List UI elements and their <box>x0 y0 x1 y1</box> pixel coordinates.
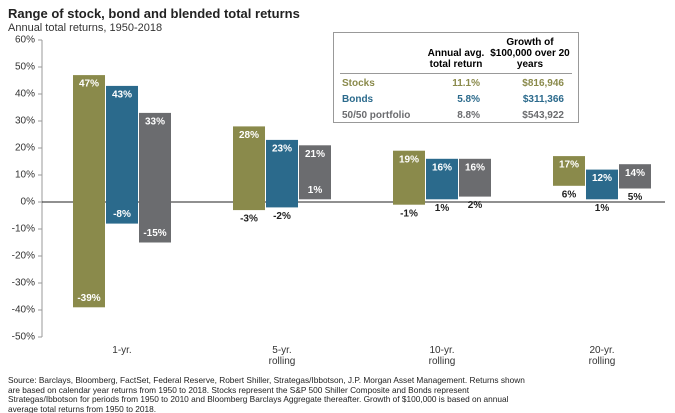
y-tick-label: -10% <box>12 224 35 235</box>
value-label: 47% <box>79 79 99 90</box>
value-label: 1% <box>595 203 610 214</box>
table-body: Stocks 11.1% $816,946 Bonds 5.8% $311,366 50/5… <box>340 74 572 123</box>
value-label: -8% <box>113 209 131 220</box>
header-cell: Annual avg. total return <box>424 37 488 74</box>
value-label: 16% <box>465 162 485 173</box>
bar <box>139 112 171 243</box>
y-tick-label: -40% <box>12 305 35 316</box>
bar <box>299 145 331 200</box>
table-cell: $311,366 <box>522 94 564 105</box>
value-label: 14% <box>625 168 645 179</box>
value-label: 21% <box>305 149 325 160</box>
bar <box>459 158 491 197</box>
bar <box>73 75 105 308</box>
y-tick-label: 30% <box>15 116 35 127</box>
value-label: 12% <box>592 173 612 184</box>
y-tick-label: -50% <box>12 332 35 343</box>
bar <box>266 139 298 208</box>
summary-table: Annual avg. total return Growth of $100,… <box>333 32 579 123</box>
x-tick-label: 10-yr. rolling <box>428 345 456 367</box>
bar <box>553 156 585 186</box>
y-tick-label: 40% <box>15 89 35 100</box>
y-tick-label: -30% <box>12 278 35 289</box>
value-label: 17% <box>559 160 579 171</box>
bar <box>619 164 651 189</box>
x-tick-label: 1-yr. <box>112 345 132 356</box>
table-header: Annual avg. total return Growth of $100,… <box>340 37 572 74</box>
value-label: 5% <box>628 192 643 203</box>
table-cell: 50/50 portfolio <box>342 110 411 121</box>
bar <box>393 150 425 205</box>
y-tick-label: 20% <box>15 143 35 154</box>
table-row: Stocks 11.1% $816,946 <box>340 74 572 91</box>
x-tick-label: 20-yr. rolling <box>588 345 616 367</box>
table-row: 50/50 portfolio 8.8% $543,922 <box>340 106 572 122</box>
footnote: Source: Barclays, Bloomberg, FactSet, Fe… <box>8 375 525 413</box>
value-label: -39% <box>77 293 100 304</box>
table-cell: 11.1% <box>452 78 480 89</box>
table-cell: 5.8% <box>457 94 480 105</box>
y-tick-label: 10% <box>15 170 35 181</box>
bar <box>233 126 265 211</box>
y-tick-label: 50% <box>15 62 35 73</box>
value-label: 1% <box>435 203 450 214</box>
table-cell: $816,946 <box>522 78 564 89</box>
value-label: 16% <box>432 162 452 173</box>
value-label: 33% <box>145 117 165 128</box>
chart-title: Range of stock, bond and blended total r… <box>8 6 300 21</box>
value-label: -15% <box>143 228 166 239</box>
bar <box>106 85 138 224</box>
table-cell: Bonds <box>342 94 374 105</box>
header-cell: Growth of $100,000 over 20 years <box>488 37 572 74</box>
bar <box>586 169 618 200</box>
bar <box>426 158 458 200</box>
y-tick-label: 0% <box>21 197 36 208</box>
x-tick-label: 5-yr. rolling <box>268 345 296 367</box>
value-label: -1% <box>400 208 418 219</box>
value-label: 23% <box>272 144 292 155</box>
table: Annual avg. total return Growth of $100,… <box>340 37 572 122</box>
table-cell: $543,922 <box>522 110 564 121</box>
chart-subtitle: Annual total returns, 1950-2018 <box>8 22 163 34</box>
value-label: 6% <box>562 189 577 200</box>
table-cell: Stocks <box>342 78 375 89</box>
value-label: 28% <box>239 130 259 141</box>
value-label: 19% <box>399 154 419 165</box>
value-label: 2% <box>468 200 483 211</box>
value-label: 43% <box>112 90 132 101</box>
y-tick-label: -20% <box>12 251 35 262</box>
y-tick-label: 60% <box>15 35 35 46</box>
header-cell <box>340 37 424 74</box>
value-label: 1% <box>308 185 323 196</box>
value-label: -2% <box>273 211 291 222</box>
value-label: -3% <box>240 214 258 225</box>
table-cell: 8.8% <box>457 110 480 121</box>
table-row: Bonds 5.8% $311,366 <box>340 90 572 106</box>
